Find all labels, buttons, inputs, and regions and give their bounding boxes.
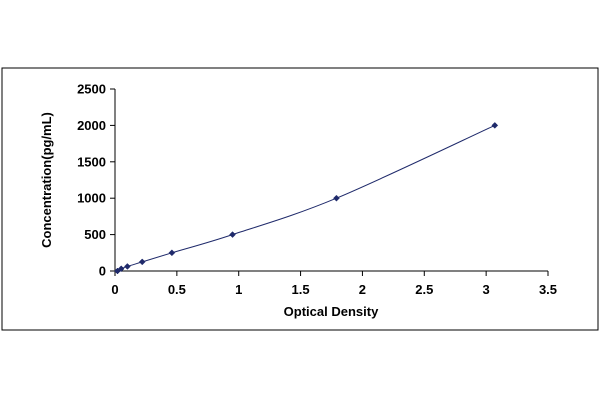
- data-point: [229, 231, 236, 238]
- data-point: [168, 249, 176, 257]
- data-point: [124, 263, 131, 270]
- x-tick-label: 3: [483, 282, 490, 297]
- y-tick-label: 0: [99, 264, 106, 279]
- data-point: [333, 194, 340, 202]
- x-tick-label: 3.5: [539, 282, 557, 297]
- x-tick-label: 2.5: [415, 282, 433, 297]
- x-tick-label: 2: [359, 282, 366, 297]
- x-tick-label: 0: [111, 282, 118, 297]
- y-tick-label: 1500: [77, 154, 106, 169]
- data-point: [491, 122, 499, 129]
- y-tick-label: 2000: [77, 118, 106, 133]
- y-tick-label: 1000: [77, 191, 106, 206]
- data-point: [117, 265, 125, 273]
- chart-border: [1, 67, 599, 331]
- x-axis-title: Optical Density: [284, 304, 379, 319]
- y-tick-label: 2500: [77, 82, 106, 97]
- x-tick-label: 1.5: [292, 282, 310, 297]
- series-points: [114, 122, 499, 275]
- y-tick-label: 500: [84, 227, 106, 242]
- data-point: [138, 258, 146, 266]
- y-axis-title: Concentration(pg/mL): [39, 112, 54, 248]
- x-ticks: 0 0.5 1 1.5 2 2.5 3 3.5: [111, 271, 557, 297]
- y-ticks: 0 500 1000 1500 2000 2500: [77, 82, 115, 279]
- x-tick-label: 0.5: [168, 282, 186, 297]
- plot-area: 0 500 1000 1500 2000 2500 0 0.5 1 1.5 2 2.5 3 3.5: [77, 82, 557, 298]
- x-tick-label: 1: [235, 282, 242, 297]
